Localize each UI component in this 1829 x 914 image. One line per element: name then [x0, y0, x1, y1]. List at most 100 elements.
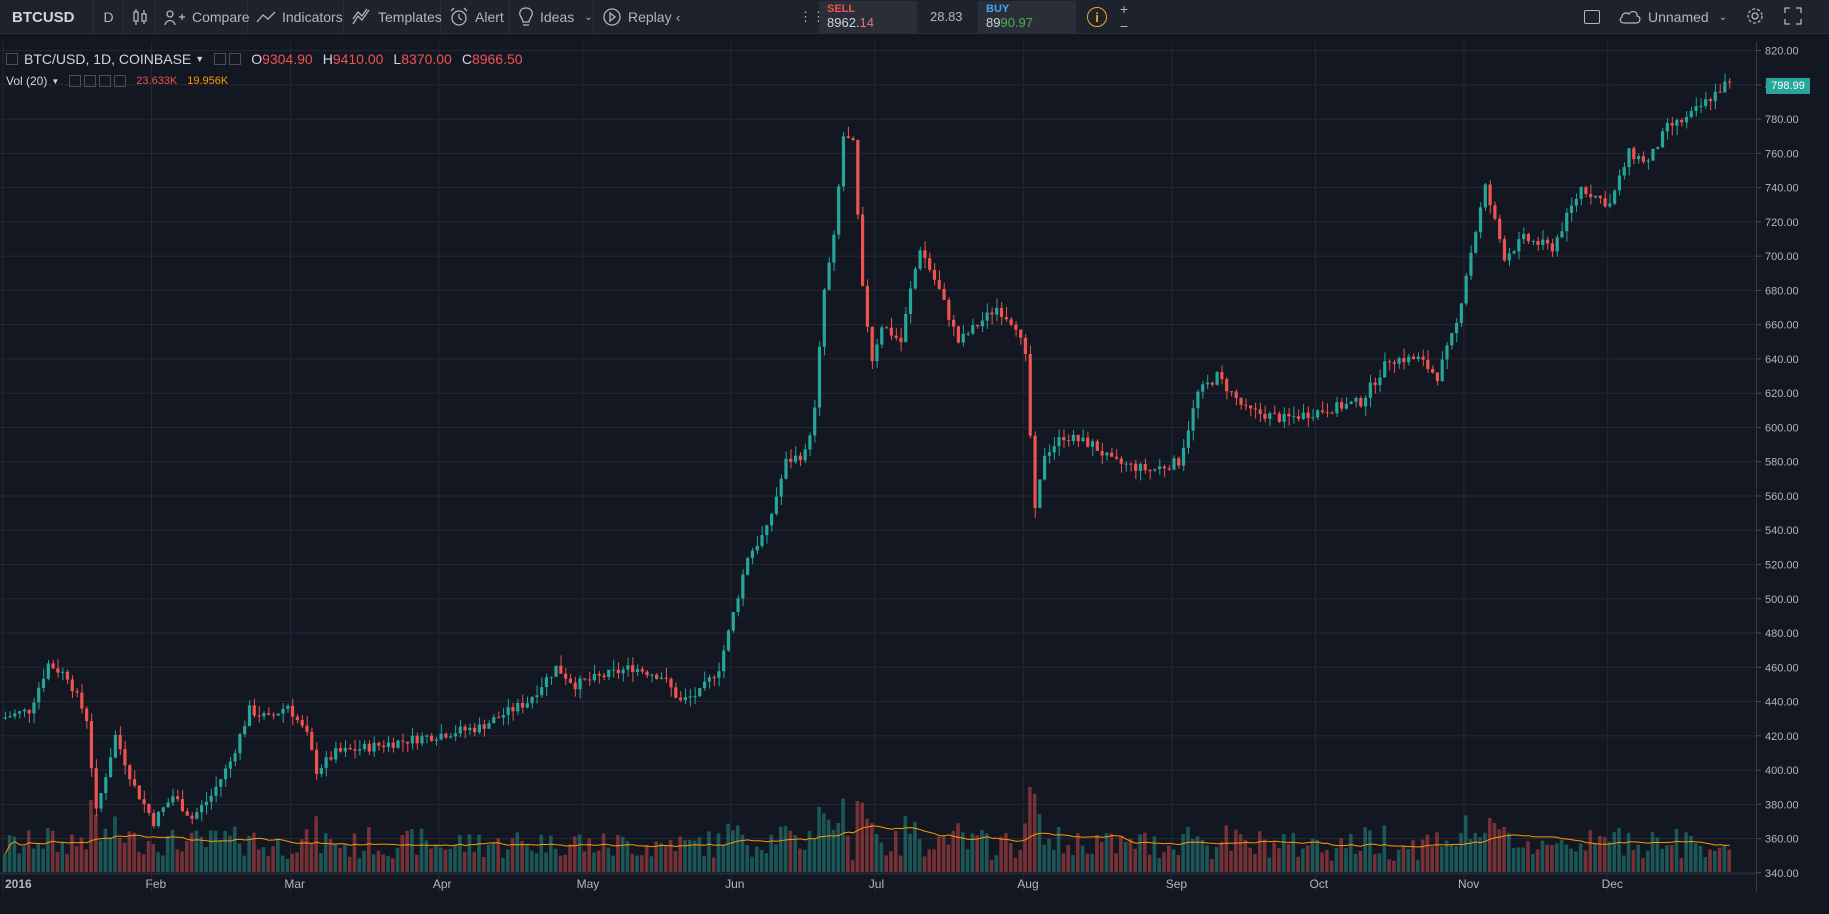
volume-bar	[1669, 844, 1674, 872]
volume-bar	[1492, 822, 1497, 872]
chart-type-button[interactable]	[124, 0, 156, 34]
volume-bar	[161, 855, 165, 872]
volume-bar	[807, 830, 812, 872]
price-axis[interactable]: 340.00 360.00 380.00 400.00 420.00 440.00 460.…	[1756, 42, 1817, 892]
candle-body	[535, 695, 539, 698]
candle-body	[1627, 148, 1631, 168]
volume-bar	[1061, 853, 1066, 872]
volume-bar	[1483, 832, 1487, 872]
volume-settings-icon[interactable]	[84, 75, 97, 87]
candle-body	[1464, 275, 1468, 304]
candle-body	[128, 765, 132, 780]
compare-button[interactable]: Compare	[156, 0, 250, 34]
candle-body	[1488, 184, 1492, 206]
chart-pane[interactable]: 2016 Feb Mar Apr May Jun Jul Aug Sep Oct Nov Dec	[0, 42, 1756, 892]
volume-bar	[333, 843, 338, 872]
candle-body	[884, 327, 889, 329]
candle-body	[1320, 410, 1325, 413]
candle-body	[1522, 234, 1526, 240]
volume-bar	[1708, 849, 1712, 872]
templates-button[interactable]: Templates	[344, 0, 442, 34]
volume-bar	[1574, 851, 1578, 872]
volume-bar	[961, 832, 965, 872]
info-button[interactable]: i	[1082, 0, 1112, 34]
volume-bar	[630, 853, 635, 872]
chevron-down-icon[interactable]: ▼	[51, 76, 60, 86]
source-settings-icon[interactable]	[229, 53, 242, 65]
candle-body	[616, 669, 620, 674]
alert-button[interactable]: Alert	[441, 0, 510, 34]
drag-handle-icon[interactable]: ⋮⋮	[799, 9, 825, 24]
buy-button[interactable]: BUY 8990.97	[978, 1, 1076, 33]
symbol-search[interactable]: BTCUSD	[0, 0, 94, 34]
save-layout-button[interactable]: Unnamed ⌄	[1612, 0, 1754, 34]
volume-bar	[611, 855, 615, 872]
volume-bar	[1440, 846, 1444, 872]
volume-bar	[874, 833, 879, 872]
interval-button[interactable]: D	[94, 0, 124, 34]
volume-eye-icon[interactable]	[69, 75, 82, 87]
volume-bar	[735, 825, 740, 872]
volume-title[interactable]: Vol (20)	[6, 74, 48, 88]
volume-bar	[1080, 845, 1085, 872]
legend-title[interactable]: BTC/USD, 1D, COINBASE	[24, 51, 192, 67]
volume-bar	[1104, 833, 1109, 872]
volume-close-icon[interactable]	[114, 75, 127, 87]
settings-button[interactable]	[1736, 0, 1774, 34]
volume-bar	[984, 833, 989, 872]
volume-bar	[1382, 825, 1387, 872]
ideas-button[interactable]: Ideas ⌄	[510, 0, 594, 34]
volume-bar	[467, 834, 472, 872]
chevron-down-icon[interactable]: ▼	[195, 54, 205, 64]
zoom-in-button[interactable]: +	[1114, 0, 1134, 17]
candle-body	[1565, 212, 1569, 232]
source-eye-icon[interactable]	[214, 53, 227, 65]
volume-bar	[1186, 826, 1190, 872]
volume-bar	[1622, 855, 1626, 872]
low-key: L	[393, 51, 402, 67]
candle-body	[1608, 203, 1612, 207]
fullscreen-button[interactable]	[1774, 0, 1812, 34]
candle-body	[334, 748, 338, 760]
volume-bar	[1262, 839, 1267, 872]
candle-body	[736, 598, 740, 613]
candle-body	[233, 753, 237, 762]
replay-button[interactable]: Replay	[594, 0, 676, 34]
volume-bar	[347, 856, 352, 872]
volume-bar	[793, 834, 797, 872]
volume-bar	[405, 830, 409, 872]
volume-bar	[410, 829, 414, 872]
sell-button[interactable]: SELL 8962.14	[819, 1, 917, 33]
candle-body	[683, 697, 687, 701]
price-tick-label: 420.00	[1765, 731, 1799, 743]
volume-bar	[1147, 854, 1152, 872]
volume-bar	[1234, 829, 1238, 872]
collapse-icon[interactable]	[6, 53, 18, 65]
candle-body	[180, 799, 185, 812]
candle-body	[463, 726, 467, 731]
open-value: 9304.90	[262, 51, 313, 67]
scroll-left-icon[interactable]: ‹	[676, 9, 681, 25]
candle-body	[1656, 147, 1660, 149]
fullscreen-square-button[interactable]	[1574, 0, 1610, 34]
volume-bar	[707, 831, 711, 872]
volume-bar	[1329, 860, 1334, 872]
volume-bar	[156, 852, 160, 872]
volume-bar	[1023, 823, 1027, 872]
zoom-out-button[interactable]: −	[1114, 17, 1134, 34]
candle-body	[1038, 479, 1042, 509]
volume-bar	[12, 836, 17, 872]
volume-bar	[271, 846, 275, 872]
volume-bar	[371, 854, 376, 872]
high-value: 9410.00	[332, 51, 384, 67]
candle-body	[952, 319, 956, 327]
candle-body	[1718, 91, 1722, 93]
candle-body	[1641, 156, 1645, 162]
volume-bar	[606, 847, 611, 872]
buy-price: 8990.97	[986, 15, 1034, 30]
price-tick-label: 580.00	[1765, 457, 1799, 469]
indicators-button[interactable]: Indicators	[248, 0, 344, 34]
candlestick-chart[interactable]: 2016 Feb Mar Apr May Jun Jul Aug Sep Oct Nov Dec	[0, 42, 1756, 892]
volume-add-icon[interactable]	[99, 75, 112, 87]
volume-bar	[419, 828, 424, 872]
